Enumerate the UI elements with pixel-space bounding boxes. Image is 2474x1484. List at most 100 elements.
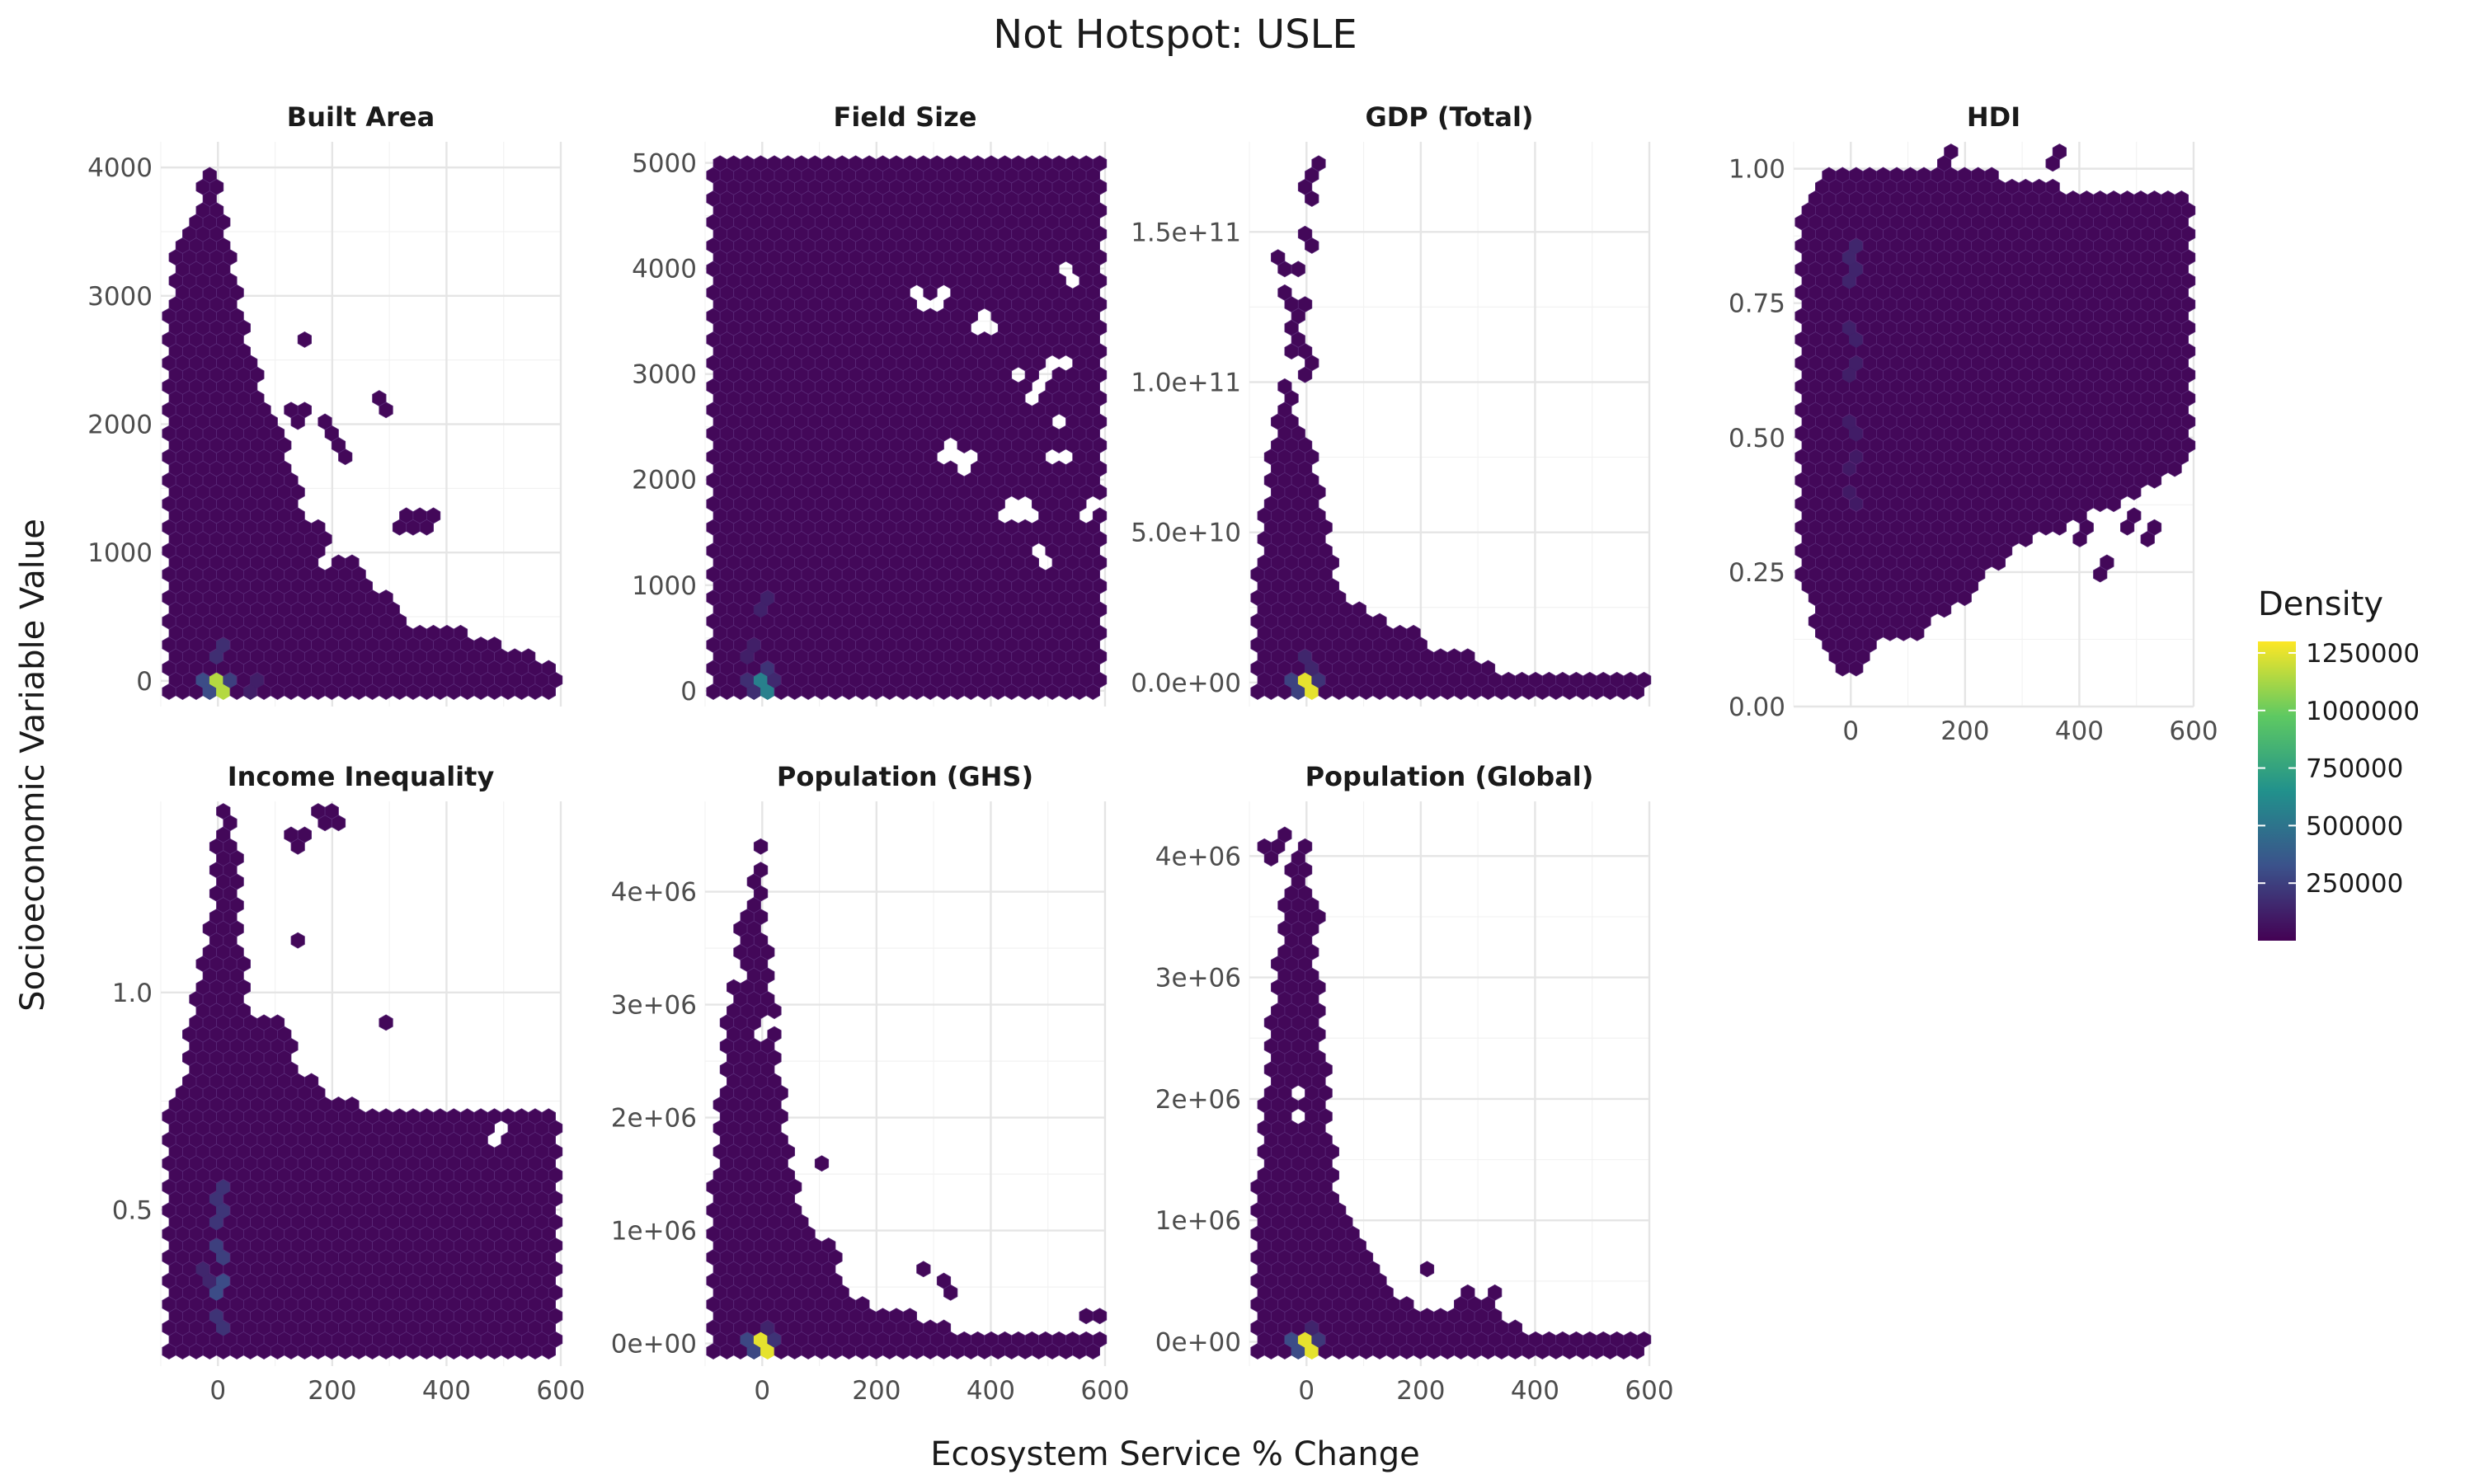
hexbin-cell <box>1822 167 1837 184</box>
hexbin-cell <box>1277 284 1292 301</box>
y-tick-label: 0e+00 <box>611 1330 697 1360</box>
hexbin-cell <box>1835 167 1850 184</box>
hexbin-cell <box>311 519 326 536</box>
hexbin-cell <box>1297 296 1313 313</box>
hexbin-cell <box>528 1108 543 1125</box>
y-tick-label: 3000 <box>632 360 697 390</box>
y-tick-label: 1.0 <box>112 979 153 1008</box>
y-tick-label: 4e+06 <box>611 878 697 908</box>
y-tick-labels: 0.5 1.0 <box>112 979 153 1225</box>
x-tick-label: 200 <box>308 1376 356 1406</box>
hexbin-cell <box>1393 624 1408 641</box>
x-tick-label: 400 <box>422 1376 471 1406</box>
facet-built-area: Built Area 0 1000 2000 3000 4000 <box>87 101 563 707</box>
hexbin-cell <box>412 507 427 524</box>
facet-hdi: HDI 0.00 0.25 0.50 0.75 1.00 0 200 400 600 <box>1729 101 2218 746</box>
y-tick-label: 1000 <box>87 538 153 568</box>
y-tick-label: 1e+06 <box>1155 1206 1241 1236</box>
hexbin-cell <box>446 1108 461 1125</box>
hexbin-cell <box>270 1014 285 1031</box>
hexbin-cell <box>419 1108 434 1125</box>
hexbin-cell <box>1944 143 1959 160</box>
hexbin-cell <box>372 390 387 406</box>
hexbin-cell <box>473 1108 488 1125</box>
hexbin-cell <box>1480 660 1496 677</box>
facet-strip-label: Population (GHS) <box>777 761 1033 792</box>
legend-tick-label: 1000000 <box>2306 697 2420 726</box>
hexbin-cell <box>379 1014 393 1031</box>
x-tick-label: 200 <box>1940 716 1989 746</box>
x-tick-labels: 0 200 400 600 <box>754 1376 1129 1406</box>
y-axis-title: Socioeconomic Variable Value <box>14 519 52 1012</box>
facet-income-inequality: Income Inequality 0.5 1.0 0 200 400 600 <box>112 761 586 1406</box>
x-tick-label: 600 <box>1625 1376 1673 1406</box>
y-tick-label: 1000 <box>632 571 697 601</box>
x-tick-label: 200 <box>852 1376 901 1406</box>
hexbin-cell <box>433 1108 448 1125</box>
facet-population-global: Population (Global) 0e+00 1e+06 2e+06 3e+06 4… <box>1155 761 1674 1406</box>
hexbin-cell <box>1507 1319 1522 1336</box>
hexbin-cell <box>1917 167 1931 184</box>
facet-population-ghs: Population (GHS) 0e+00 1e+06 2e+06 3e+06 4e+0… <box>611 761 1130 1406</box>
y-tick-label: 3e+06 <box>611 991 697 1021</box>
hexbin-cell <box>923 1319 938 1336</box>
y-tick-label: 1.00 <box>1729 155 1785 185</box>
hexbin-cell <box>1875 167 1891 184</box>
facet-strip-label: Population (Global) <box>1305 761 1594 792</box>
hexbin-cell <box>521 648 536 665</box>
hexbin-cell <box>487 636 502 653</box>
hexbin-cells <box>162 803 563 1360</box>
legend-tick-label: 750000 <box>2306 754 2403 784</box>
hexbin-cell <box>1419 1261 1435 1278</box>
y-tick-label: 0e+00 <box>1155 1328 1241 1358</box>
facet-field-size: Field Size 0 1000 2000 3000 4000 5000 <box>632 101 1108 707</box>
plot-title: Not Hotspot: USLE <box>993 12 1357 58</box>
hexbin-cell <box>406 1108 421 1125</box>
hexbin-cell <box>290 932 305 949</box>
hexbin-cell <box>1971 167 1986 184</box>
hexbin-cell <box>297 331 313 348</box>
hexbin-cell <box>753 838 769 855</box>
y-tick-labels: 0.0e+00 5.0e+10 1.0e+11 1.5e+11 <box>1131 218 1241 698</box>
hexbin-cells <box>1250 155 1652 700</box>
hexbin-cell <box>324 803 339 819</box>
hexbin-cell <box>392 1108 407 1125</box>
hexbin-cell <box>460 1108 475 1125</box>
hexbin-cell <box>1079 1308 1094 1325</box>
y-tick-label: 0.25 <box>1729 558 1785 588</box>
hexbin-cell <box>399 507 414 524</box>
y-tick-label: 0.75 <box>1729 289 1785 319</box>
y-tick-label: 2000 <box>632 466 697 495</box>
hexbin-cell <box>541 1108 556 1125</box>
hexbin-cell <box>936 1319 952 1336</box>
density-legend: Density 250000 500000 750000 1000000 1250000 <box>2258 585 2420 941</box>
y-tick-label: 2000 <box>87 411 153 440</box>
hexbin-cells <box>706 155 1108 700</box>
y-tick-label: 4000 <box>632 255 697 284</box>
hexbin-cells <box>1794 143 2196 677</box>
y-tick-label: 0 <box>136 667 153 697</box>
hexbin-cell <box>487 1108 502 1125</box>
hexbin-cell <box>453 624 468 641</box>
y-tick-labels: 0 1000 2000 3000 4000 5000 <box>632 149 697 707</box>
y-tick-label: 0.0e+00 <box>1131 669 1241 698</box>
hexbin-cells <box>1250 826 1652 1360</box>
y-tick-label: 5000 <box>632 149 697 179</box>
facet-strip-label: HDI <box>1967 101 2020 133</box>
x-tick-label: 0 <box>209 1376 226 1406</box>
hexbin-cell <box>2127 507 2142 524</box>
y-tick-label: 4e+06 <box>1155 842 1241 871</box>
hexbin-cell <box>943 460 958 477</box>
hexbin-cell <box>1406 624 1421 641</box>
hexbin-cell <box>1889 167 1904 184</box>
hexbin-cell <box>303 1073 319 1090</box>
hexbin-cell <box>202 167 217 184</box>
y-tick-label: 5.0e+10 <box>1131 519 1241 548</box>
facet-strip-label: GDP (Total) <box>1365 101 1533 133</box>
x-tick-label: 600 <box>536 1376 585 1406</box>
hexbin-cell <box>541 660 556 677</box>
y-tick-labels: 0e+00 1e+06 2e+06 3e+06 4e+06 <box>1155 842 1241 1357</box>
legend-tick-label: 250000 <box>2306 869 2403 899</box>
y-tick-labels: 0e+00 1e+06 2e+06 3e+06 4e+06 <box>611 878 697 1360</box>
